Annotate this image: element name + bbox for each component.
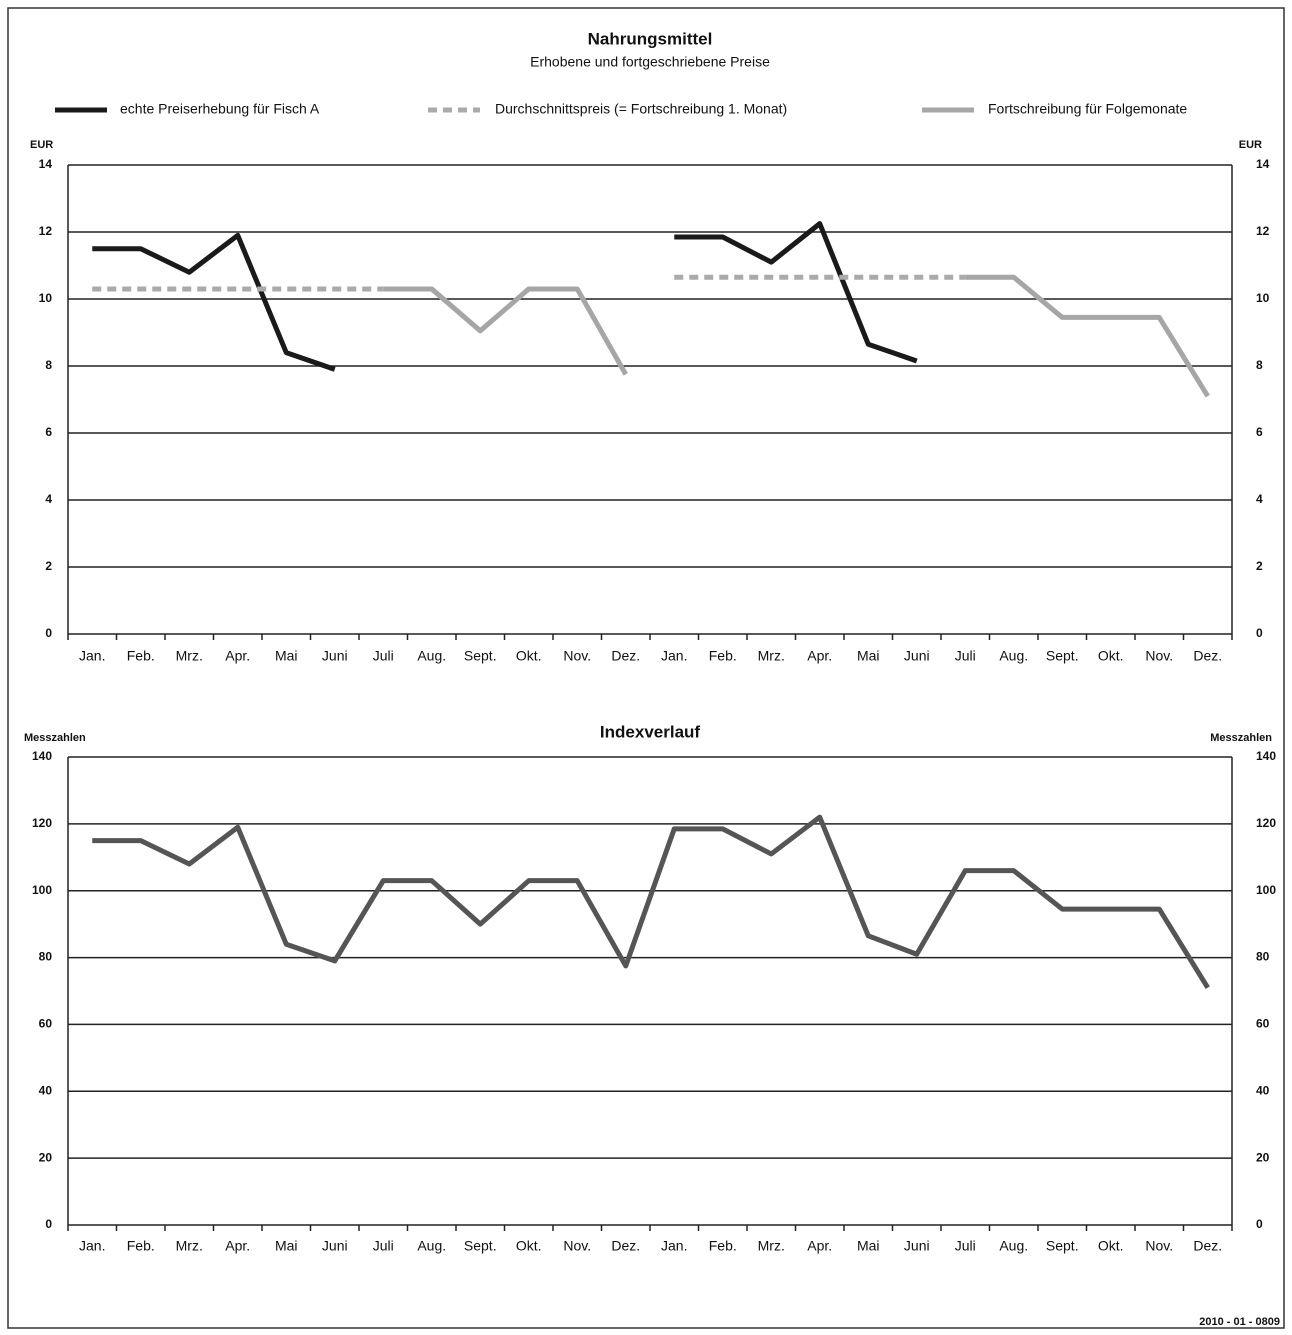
- x-tick-label: Aug.: [999, 648, 1028, 664]
- x-tick-label: Apr.: [807, 648, 832, 664]
- y-tick-label: 12: [39, 224, 53, 238]
- legend-label: echte Preiserhebung für Fisch A: [120, 101, 320, 117]
- y-tick-label: 60: [39, 1017, 53, 1031]
- x-tick-label: Feb.: [709, 648, 737, 664]
- x-tick-label: Aug.: [417, 1238, 446, 1254]
- y2-tick-label: 10: [1256, 291, 1270, 305]
- y-tick-label: 140: [32, 749, 52, 763]
- y2-tick-label: 80: [1256, 950, 1270, 964]
- y-tick-label: 4: [45, 492, 52, 506]
- x-tick-label: Dez.: [1193, 648, 1222, 664]
- y2-tick-label: 0: [1256, 626, 1263, 640]
- x-tick-label: Jan.: [79, 1238, 105, 1254]
- x-tick-label: Feb.: [709, 1238, 737, 1254]
- x-tick-label: Mrz.: [176, 648, 203, 664]
- x-tick-label: Mrz.: [758, 648, 785, 664]
- x-tick-label: Okt.: [1098, 648, 1124, 664]
- x-tick-label: Apr.: [807, 1238, 832, 1254]
- y2-tick-label: 40: [1256, 1083, 1270, 1097]
- y2-axis-label: EUR: [1239, 139, 1262, 151]
- y2-tick-label: 2: [1256, 559, 1263, 573]
- data-line: [92, 274, 966, 292]
- y2-tick-label: 100: [1256, 883, 1276, 897]
- x-tick-label: Mai: [275, 648, 298, 664]
- y2-axis-label: Messzahlen: [1210, 732, 1272, 744]
- y-tick-label: 80: [39, 950, 53, 964]
- y-axis-label: EUR: [30, 139, 53, 151]
- y-tick-label: 8: [45, 358, 52, 372]
- x-tick-label: Aug.: [999, 1238, 1028, 1254]
- x-tick-label: Juli: [373, 648, 394, 664]
- chart-subtitle: Erhobene und fortgeschriebene Preise: [530, 54, 770, 70]
- y-axis-label: Messzahlen: [24, 732, 86, 744]
- y-tick-label: 10: [39, 291, 53, 305]
- y-tick-label: 0: [45, 1217, 52, 1231]
- x-tick-label: Dez.: [611, 1238, 640, 1254]
- y-tick-label: 2: [45, 559, 52, 573]
- x-tick-label: Jan.: [661, 1238, 687, 1254]
- y-tick-label: 0: [45, 626, 52, 640]
- x-tick-label: Feb.: [127, 648, 155, 664]
- data-line: [92, 814, 1210, 989]
- x-tick-label: Apr.: [225, 648, 250, 664]
- x-tick-label: Juni: [904, 648, 930, 664]
- legend-label: Fortschreibung für Folgemonate: [988, 101, 1187, 117]
- x-tick-label: Mrz.: [176, 1238, 203, 1254]
- x-tick-label: Nov.: [1145, 648, 1173, 664]
- chart-title: Nahrungsmittel: [588, 29, 713, 48]
- footer: 2010 - 01 - 0809: [1199, 1316, 1280, 1328]
- y-tick-label: 14: [39, 157, 53, 171]
- data-line: [92, 221, 918, 372]
- y2-tick-label: 0: [1256, 1217, 1263, 1231]
- y2-tick-label: 140: [1256, 749, 1276, 763]
- y2-tick-label: 8: [1256, 358, 1263, 372]
- x-tick-label: Sept.: [464, 648, 497, 664]
- x-tick-label: Okt.: [1098, 1238, 1124, 1254]
- x-tick-label: Nov.: [563, 1238, 591, 1254]
- y2-tick-label: 12: [1256, 224, 1270, 238]
- x-tick-label: Mrz.: [758, 1238, 785, 1254]
- x-tick-label: Mai: [857, 648, 880, 664]
- y2-tick-label: 6: [1256, 425, 1263, 439]
- x-tick-label: Nov.: [1145, 1238, 1173, 1254]
- data-line: [383, 274, 1210, 398]
- x-tick-label: Juni: [322, 648, 348, 664]
- y-tick-label: 40: [39, 1083, 53, 1097]
- x-tick-label: Juli: [373, 1238, 394, 1254]
- y-tick-label: 100: [32, 883, 52, 897]
- x-tick-label: Okt.: [516, 648, 542, 664]
- frame: [7, 7, 1285, 1329]
- x-tick-label: Dez.: [1193, 1238, 1222, 1254]
- x-tick-label: Apr.: [225, 1238, 250, 1254]
- x-tick-label: Sept.: [464, 1238, 497, 1254]
- x-tick-label: Feb.: [127, 1238, 155, 1254]
- y2-tick-label: 4: [1256, 492, 1263, 506]
- y2-tick-label: 60: [1256, 1017, 1270, 1031]
- x-tick-label: Dez.: [611, 648, 640, 664]
- y-tick-label: 6: [45, 425, 52, 439]
- x-tick-label: Sept.: [1046, 648, 1079, 664]
- x-tick-label: Juli: [955, 1238, 976, 1254]
- x-tick-label: Jan.: [661, 648, 687, 664]
- x-tick-label: Jan.: [79, 648, 105, 664]
- x-tick-label: Juli: [955, 648, 976, 664]
- y2-tick-label: 14: [1256, 157, 1270, 171]
- x-tick-label: Sept.: [1046, 1238, 1079, 1254]
- x-tick-label: Juni: [322, 1238, 348, 1254]
- legend-label: Durchschnittspreis (= Fortschreibung 1. …: [495, 101, 787, 117]
- y-tick-label: 20: [39, 1150, 53, 1164]
- x-tick-label: Okt.: [516, 1238, 542, 1254]
- x-tick-label: Mai: [275, 1238, 298, 1254]
- y2-tick-label: 120: [1256, 816, 1276, 830]
- x-tick-label: Nov.: [563, 648, 591, 664]
- x-tick-label: Juni: [904, 1238, 930, 1254]
- y2-tick-label: 20: [1256, 1150, 1270, 1164]
- x-tick-label: Aug.: [417, 648, 446, 664]
- y-tick-label: 120: [32, 816, 52, 830]
- x-tick-label: Mai: [857, 1238, 880, 1254]
- chart-title: Indexverlauf: [600, 722, 700, 741]
